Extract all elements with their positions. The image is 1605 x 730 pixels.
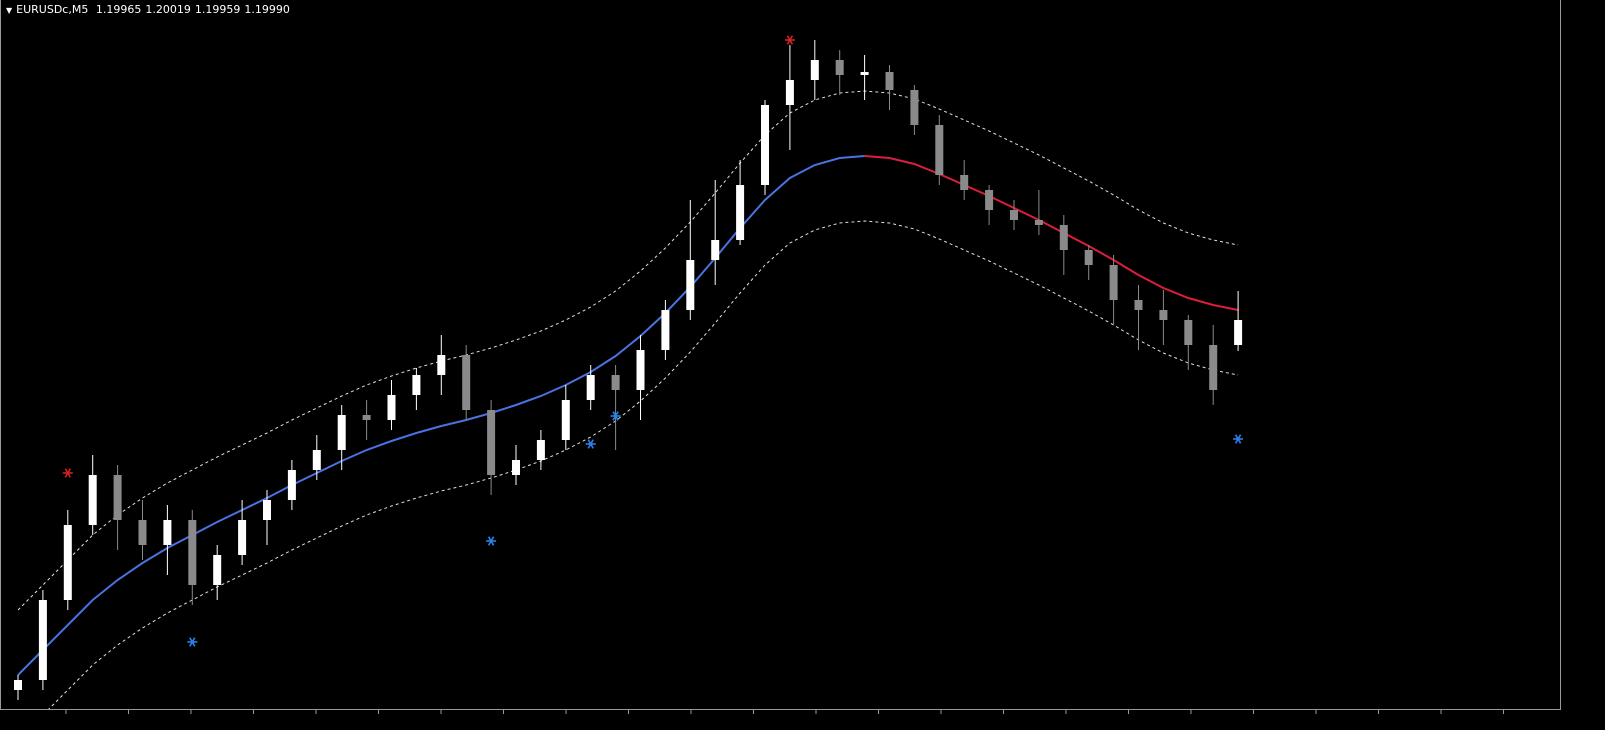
- candle-body: [113, 475, 122, 520]
- candle-body: [387, 395, 396, 420]
- candle-body: [213, 555, 222, 585]
- candle-body: [1034, 220, 1043, 225]
- candle-body: [985, 190, 994, 210]
- signal-marker: [784, 35, 795, 45]
- candle-body: [188, 520, 197, 585]
- candle-body: [810, 60, 819, 80]
- quote-close: 1.19990: [244, 3, 290, 16]
- candle-body: [312, 450, 321, 470]
- quote-high: 1.20019: [145, 3, 191, 16]
- candle-body: [785, 80, 794, 105]
- candle-body: [536, 440, 545, 460]
- candle-body: [138, 520, 147, 545]
- candle-body: [462, 355, 471, 410]
- menu-arrow[interactable]: ▼: [6, 6, 13, 15]
- signal-marker: [610, 411, 621, 421]
- symbol: EURUSDc,M5: [16, 3, 89, 16]
- candle-body: [611, 375, 620, 390]
- candle-body: [1059, 225, 1068, 250]
- band-upper: [17, 90, 1239, 611]
- candle-body: [287, 470, 296, 500]
- candle-body: [1209, 345, 1218, 390]
- candle-body: [1234, 320, 1243, 345]
- candle-body: [711, 240, 720, 260]
- candle-body: [437, 355, 446, 375]
- candle-body: [686, 260, 695, 310]
- candle-body: [736, 185, 745, 240]
- candle-body: [586, 375, 595, 400]
- signal-core: [1236, 437, 1240, 441]
- moving-average: [864, 155, 1239, 311]
- candle-body: [238, 520, 247, 555]
- candle-body: [960, 175, 969, 190]
- candle-body: [512, 460, 520, 475]
- candle-body: [337, 415, 346, 450]
- candle-body: [14, 680, 22, 690]
- candle-body: [1010, 210, 1018, 220]
- candle-body: [636, 350, 645, 390]
- moving-average: [17, 155, 865, 676]
- candle-body: [63, 525, 72, 600]
- signal-core: [788, 38, 792, 42]
- candle-body: [1159, 310, 1168, 320]
- signal-marker: [187, 637, 198, 647]
- candle-body: [1109, 265, 1118, 300]
- plot-area: [14, 35, 1244, 709]
- candle-body: [412, 375, 421, 395]
- candle-body: [910, 90, 919, 125]
- candle-body: [362, 415, 371, 420]
- signal-marker: [585, 439, 596, 449]
- quote-low: 1.19959: [194, 3, 241, 16]
- candle-body: [761, 105, 769, 185]
- candle-body: [1184, 320, 1193, 345]
- candle-body: [1084, 250, 1093, 265]
- signal-core: [489, 539, 493, 543]
- signal-marker: [1233, 434, 1244, 444]
- candle-body: [835, 60, 844, 75]
- candle-body: [38, 600, 47, 680]
- quote-open: 1.19965: [95, 3, 142, 16]
- candle-body: [885, 72, 894, 90]
- signal-core: [614, 414, 618, 418]
- signal-marker: [486, 536, 497, 546]
- candle-body: [860, 72, 869, 75]
- candle-body: [487, 410, 496, 475]
- candle-body: [1134, 300, 1143, 310]
- chart-header: ▼ EURUSDc,M5 1.19965 1.20019 1.19959 1.19990: [6, 3, 294, 16]
- candle-body: [263, 500, 271, 520]
- candle-body: [561, 400, 570, 440]
- signal-core: [190, 640, 194, 644]
- candle-body: [163, 520, 172, 545]
- signal-core: [589, 442, 593, 446]
- candle-body: [935, 125, 944, 175]
- band-lower: [48, 220, 1239, 709]
- signal-marker: [62, 468, 73, 478]
- candle-body: [88, 475, 97, 525]
- signal-core: [66, 471, 70, 475]
- candle-body: [661, 310, 670, 350]
